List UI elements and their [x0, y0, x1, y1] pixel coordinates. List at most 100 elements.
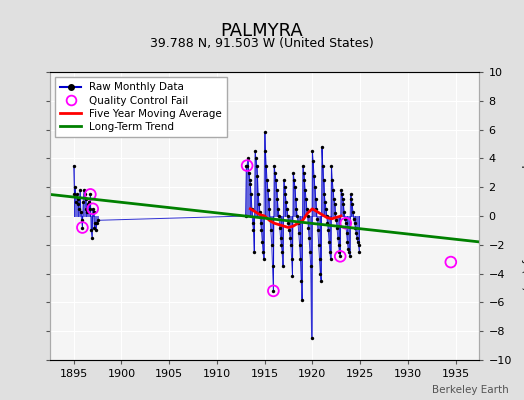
- Point: [315, 256, 324, 262]
- Point: [271, 170, 279, 176]
- Point: [248, 206, 256, 212]
- Point: [78, 224, 86, 231]
- Point: [294, 230, 303, 236]
- Point: [93, 220, 101, 226]
- Point: [331, 201, 339, 208]
- Point: [337, 191, 346, 198]
- Point: [89, 206, 97, 212]
- Point: [351, 224, 359, 231]
- Point: [314, 227, 322, 234]
- Point: [256, 220, 265, 226]
- Point: [333, 224, 341, 231]
- Point: [314, 242, 323, 248]
- Point: [329, 187, 337, 193]
- Point: [268, 242, 276, 248]
- Point: [320, 191, 329, 198]
- Point: [294, 220, 302, 226]
- Point: [336, 253, 344, 260]
- Text: Berkeley Earth: Berkeley Earth: [432, 385, 508, 395]
- Point: [86, 191, 94, 198]
- Point: [323, 220, 332, 226]
- Point: [259, 256, 268, 262]
- Point: [339, 201, 347, 208]
- Point: [258, 239, 266, 245]
- Text: 39.788 N, 91.503 W (United States): 39.788 N, 91.503 W (United States): [150, 37, 374, 50]
- Point: [345, 253, 354, 260]
- Point: [77, 208, 85, 215]
- Point: [259, 249, 267, 255]
- Point: [292, 206, 301, 212]
- Point: [353, 234, 361, 241]
- Point: [279, 263, 287, 270]
- Point: [343, 239, 352, 245]
- Point: [90, 224, 99, 231]
- Point: [352, 230, 361, 236]
- Point: [264, 187, 272, 193]
- Point: [308, 148, 316, 154]
- Point: [289, 170, 298, 176]
- Point: [283, 213, 292, 219]
- Point: [297, 278, 305, 284]
- Point: [79, 198, 88, 205]
- Point: [277, 242, 286, 248]
- Point: [299, 170, 308, 176]
- Point: [274, 206, 282, 212]
- Point: [269, 288, 278, 294]
- Point: [80, 187, 88, 193]
- Point: [336, 253, 344, 260]
- Point: [334, 234, 342, 241]
- Point: [354, 242, 363, 248]
- Point: [290, 177, 298, 183]
- Point: [344, 246, 352, 252]
- Point: [246, 181, 255, 188]
- Point: [276, 234, 285, 241]
- Point: [81, 191, 89, 198]
- Point: [245, 177, 254, 183]
- Point: [83, 208, 91, 215]
- Point: [322, 206, 330, 212]
- Point: [346, 191, 355, 198]
- Point: [247, 191, 255, 198]
- Point: [340, 208, 348, 215]
- Point: [262, 162, 270, 169]
- Point: [345, 249, 353, 255]
- Point: [302, 196, 310, 202]
- Point: [285, 227, 293, 234]
- Point: [283, 206, 291, 212]
- Point: [303, 213, 312, 219]
- Point: [84, 198, 93, 205]
- Point: [248, 220, 257, 226]
- Point: [244, 155, 252, 162]
- Point: [285, 220, 293, 226]
- Point: [86, 191, 94, 198]
- Point: [302, 206, 311, 212]
- Point: [82, 206, 91, 212]
- Point: [309, 158, 318, 164]
- Point: [70, 191, 79, 198]
- Point: [250, 249, 258, 255]
- Point: [72, 198, 80, 205]
- Point: [257, 227, 266, 234]
- Point: [265, 206, 274, 212]
- Point: [310, 172, 318, 179]
- Point: [78, 217, 86, 224]
- Point: [325, 239, 333, 245]
- Point: [305, 234, 313, 241]
- Point: [317, 278, 325, 284]
- Point: [291, 196, 300, 202]
- Point: [350, 216, 358, 222]
- Point: [334, 242, 343, 248]
- Point: [76, 187, 84, 193]
- Point: [341, 216, 349, 222]
- Point: [301, 187, 309, 193]
- Point: [81, 196, 90, 202]
- Point: [243, 162, 252, 169]
- Point: [249, 227, 258, 234]
- Y-axis label: Temperature Anomaly (°C): Temperature Anomaly (°C): [521, 142, 524, 290]
- Point: [279, 177, 288, 183]
- Point: [252, 155, 260, 162]
- Point: [349, 208, 357, 215]
- Point: [446, 259, 455, 265]
- Point: [354, 239, 362, 245]
- Point: [322, 213, 331, 219]
